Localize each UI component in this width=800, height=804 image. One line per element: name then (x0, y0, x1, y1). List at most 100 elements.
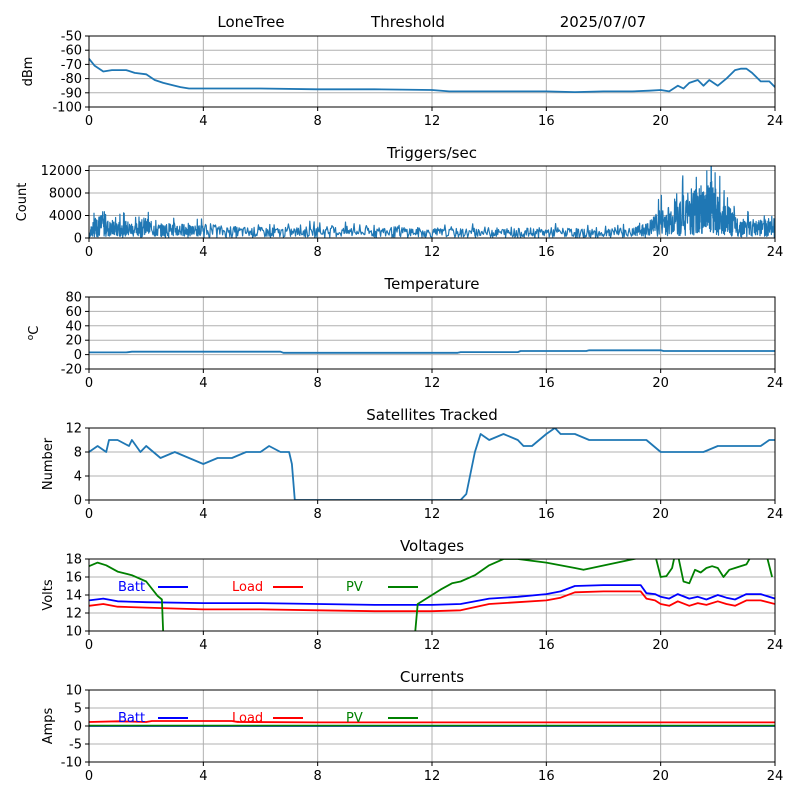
x-tick-label: 8 (314, 245, 322, 260)
legend-label-pv: PV (346, 711, 363, 726)
y-tick-label: 0 (74, 348, 82, 363)
x-tick-label: 20 (652, 769, 669, 784)
x-tick-label: 8 (314, 114, 322, 129)
legend-label-load: Load (232, 580, 263, 595)
panel-title: Currents (400, 668, 464, 686)
y-tick-label: 18 (65, 553, 82, 568)
y-axis-label: Count (15, 183, 30, 222)
series-line-0 (89, 166, 775, 238)
y-axis-label: Volts (41, 579, 56, 611)
y-tick-label: 60 (65, 305, 82, 320)
x-tick-label: 12 (424, 376, 441, 391)
x-tick-label: 24 (767, 638, 784, 653)
x-tick-label: 4 (199, 638, 207, 653)
x-tick-label: 20 (652, 245, 669, 260)
x-tick-label: 12 (424, 507, 441, 522)
y-axis-label-degree: o (26, 334, 36, 340)
y-tick-label: 0 (74, 494, 82, 509)
y-tick-label: 8000 (49, 187, 82, 202)
y-tick-label: 14 (65, 589, 82, 604)
x-tick-label: 12 (424, 638, 441, 653)
y-tick-label: -90 (61, 86, 82, 101)
x-tick-label: 4 (199, 114, 207, 129)
panel-1: 0 4 8 12 16 20 24 0 4000 8000 12000 Triggers/sec Cou… (15, 144, 783, 260)
legend-label-batt: Batt (118, 580, 145, 595)
x-tick-label: 12 (424, 769, 441, 784)
x-tick-label: 20 (652, 114, 669, 129)
y-tick-label: 16 (65, 571, 82, 586)
panel-title: Triggers/sec (386, 144, 477, 162)
x-tick-label: 0 (85, 376, 93, 391)
series-line-0 (89, 349, 775, 354)
panel-0: 0 4 8 12 16 20 24 -50-60-70-80-90-100 dBm (21, 30, 783, 130)
x-tick-label: 8 (314, 638, 322, 653)
x-tick-label: 12 (424, 245, 441, 260)
legend-label-load: Load (232, 711, 263, 726)
y-tick-label: -5 (69, 738, 82, 753)
x-tick-label: 24 (767, 376, 784, 391)
panel-title: Temperature (383, 275, 479, 293)
x-tick-label: 16 (538, 769, 555, 784)
x-tick-label: 20 (652, 507, 669, 522)
y-tick-label: -20 (61, 363, 82, 378)
y-tick-label: 0 (74, 232, 82, 247)
legend-label-pv: PV (346, 580, 363, 595)
header-site: LoneTree (217, 13, 284, 31)
y-tick-label: -70 (61, 58, 82, 73)
x-tick-label: 24 (767, 245, 784, 260)
x-tick-label: 16 (538, 507, 555, 522)
y-tick-label: 12000 (41, 164, 82, 179)
y-tick-label: 4 (74, 470, 82, 485)
series-line-0 (89, 58, 775, 93)
x-tick-label: 16 (538, 245, 555, 260)
y-tick-label: 10 (65, 625, 82, 640)
x-tick-label: 4 (199, 245, 207, 260)
y-tick-label: 80 (65, 291, 82, 306)
y-axis-label: dBm (21, 57, 36, 87)
x-tick-label: 12 (424, 114, 441, 129)
x-tick-label: 0 (85, 114, 93, 129)
x-tick-label: 8 (314, 769, 322, 784)
series-line-batt (89, 584, 775, 606)
y-tick-label: -50 (61, 30, 82, 45)
y-axis-label-unit: C (27, 326, 42, 335)
series-line-pv (89, 559, 773, 631)
x-tick-label: 24 (767, 114, 784, 129)
x-tick-label: 0 (85, 769, 93, 784)
x-tick-label: 16 (538, 376, 555, 391)
x-tick-label: 4 (199, 376, 207, 391)
x-tick-label: 0 (85, 507, 93, 522)
panel-4: 0 4 8 12 16 20 24 10 12 14 16 18 Voltages Volts Batt Lo… (41, 537, 783, 653)
x-tick-label: 0 (85, 245, 93, 260)
series-line-load (89, 720, 775, 724)
panel-3: 0 4 8 12 16 20 24 0 4 8 12 Satellites Tracked Number (41, 406, 783, 522)
y-tick-label: 40 (65, 319, 82, 334)
x-tick-label: 20 (652, 638, 669, 653)
y-axis-label: Amps (41, 707, 56, 744)
header-mode: Threshold (370, 13, 445, 31)
x-tick-label: 8 (314, 507, 322, 522)
y-tick-label: -100 (52, 101, 82, 116)
x-tick-label: 0 (85, 638, 93, 653)
x-tick-label: 24 (767, 769, 784, 784)
y-tick-label: -60 (61, 44, 82, 59)
x-tick-label: 20 (652, 376, 669, 391)
y-tick-label: 8 (74, 446, 82, 461)
x-tick-label: 4 (199, 507, 207, 522)
panel-title: Satellites Tracked (366, 406, 497, 424)
x-tick-label: 4 (199, 769, 207, 784)
series-line-0 (89, 428, 775, 500)
y-tick-label: 4000 (49, 209, 82, 224)
y-tick-label: -80 (61, 72, 82, 87)
panel-title: Voltages (400, 537, 464, 555)
y-tick-label: 0 (74, 720, 82, 735)
legend-label-batt: Batt (118, 711, 145, 726)
x-tick-label: 24 (767, 507, 784, 522)
y-tick-label: -10 (61, 756, 82, 771)
y-tick-label: 20 (65, 334, 82, 349)
x-tick-label: 8 (314, 376, 322, 391)
y-tick-label: 5 (74, 702, 82, 717)
panel-5: 0 4 8 12 16 20 24 10 5 0 -5 -10 Currents Amps Batt Load… (41, 668, 783, 784)
